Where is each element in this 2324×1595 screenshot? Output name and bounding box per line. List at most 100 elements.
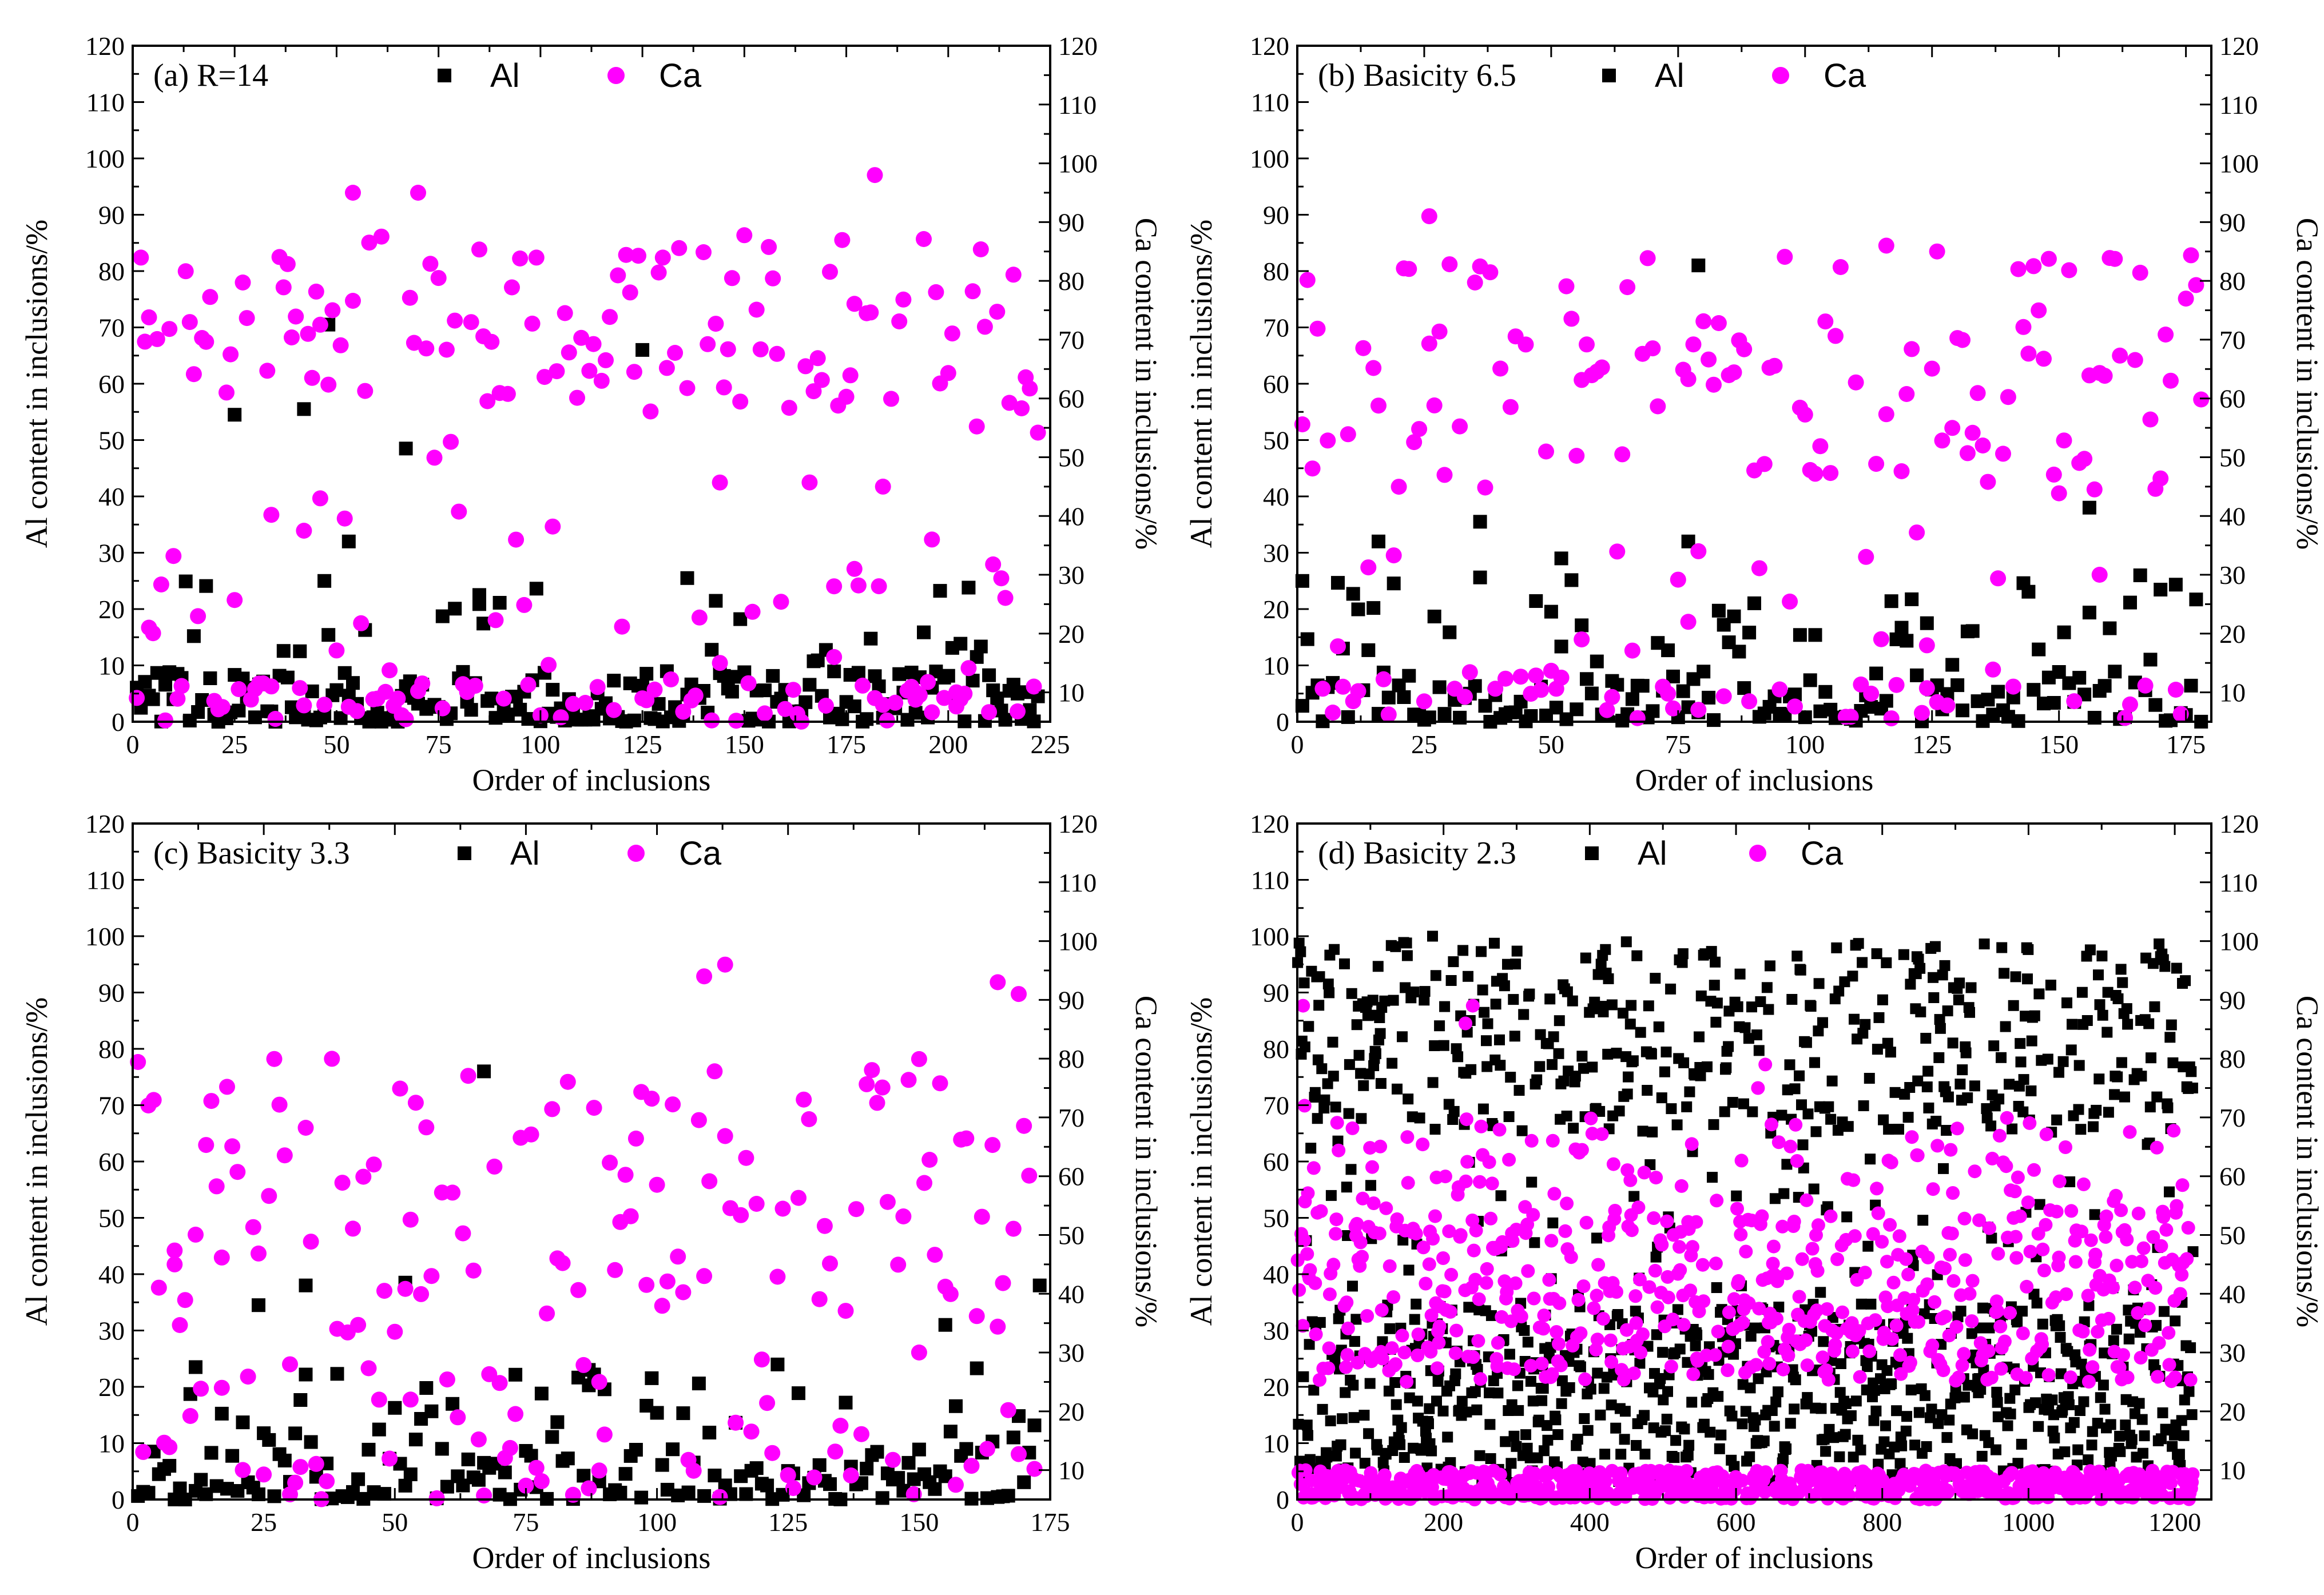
al-point	[2139, 1430, 2150, 1442]
al-point	[1915, 1006, 1926, 1017]
al-point	[1732, 645, 1746, 659]
al-point	[1901, 1411, 1912, 1422]
ca-point	[166, 1256, 183, 1272]
al-point	[1312, 1113, 1323, 1124]
ca-point	[1811, 1218, 1825, 1232]
ca-point	[1314, 1204, 1328, 1218]
ca-point	[1569, 1464, 1583, 1478]
series-ca	[129, 167, 1046, 730]
ca-point	[2151, 1370, 2164, 1384]
al-point	[1719, 1106, 1730, 1117]
ca-point	[1980, 474, 1996, 490]
al-point	[1508, 994, 1519, 1005]
ca-point	[410, 185, 426, 201]
ca-point	[1999, 1159, 2013, 1174]
al-point	[851, 666, 865, 680]
ca-point	[1888, 677, 1905, 693]
al-point	[1374, 1028, 1386, 1039]
al-point	[1985, 1120, 1997, 1132]
ca-point	[1735, 1474, 1749, 1487]
ca-point	[1568, 448, 1585, 464]
ca-point	[1945, 1226, 1959, 1240]
ca-point	[1921, 1250, 1935, 1264]
ca-point	[626, 364, 642, 380]
ca-point	[2059, 1287, 2073, 1301]
ca-point	[2158, 327, 2174, 343]
al-point	[1383, 1385, 1395, 1397]
ca-point	[785, 1480, 801, 1496]
al-point	[1920, 1390, 1930, 1401]
ca-point	[2081, 1288, 2095, 1303]
y-left-tick-label: 10	[98, 1429, 125, 1458]
y-left-tick-label: 110	[86, 88, 125, 117]
y-right-tick-label: 20	[1058, 1397, 1084, 1426]
ca-point	[402, 1391, 419, 1408]
ca-point	[1965, 1314, 1979, 1328]
ca-point	[1918, 637, 1935, 654]
ca-point	[1954, 332, 1971, 348]
al-point	[262, 1433, 276, 1447]
ca-point	[1504, 1314, 1518, 1328]
ca-point	[1596, 1312, 1610, 1326]
y-left-tick-label: 30	[1263, 1316, 1289, 1346]
al-point	[1815, 1287, 1826, 1298]
ca-point	[1963, 1287, 1977, 1301]
ca-point	[806, 1469, 823, 1486]
ca-point	[1442, 1224, 1456, 1238]
al-point	[1977, 1302, 1988, 1314]
ca-point	[911, 1051, 927, 1067]
al-point	[1468, 679, 1482, 693]
al-point	[1670, 1435, 1682, 1446]
ca-point	[1424, 1345, 1438, 1359]
y-right-tick-label: 80	[1058, 267, 1084, 296]
al-point	[1575, 618, 1589, 633]
ca-point	[486, 1158, 503, 1175]
ca-point	[602, 309, 618, 325]
al-point	[1603, 973, 1614, 984]
al-point	[1500, 1436, 1511, 1447]
ca-point	[455, 1225, 471, 1242]
ca-point	[1727, 1292, 1741, 1306]
ca-point	[1830, 1252, 1845, 1266]
ca-point	[846, 560, 863, 577]
ca-point	[2116, 1348, 2130, 1362]
ca-point	[1734, 1154, 1749, 1168]
y-right-tick-label: 10	[1058, 1456, 1084, 1485]
al-point	[1531, 1074, 1543, 1085]
ca-point	[1929, 243, 1945, 260]
al-point	[1996, 1052, 2007, 1063]
al-point	[1900, 634, 1914, 648]
ca-point	[1984, 1370, 1999, 1385]
y-left-tick-label: 60	[1263, 1147, 1289, 1176]
ca-point	[875, 697, 891, 713]
y-right-tick-label: 70	[1058, 325, 1084, 355]
ca-point	[1545, 1367, 1559, 1381]
al-point	[280, 670, 295, 685]
al-point	[1773, 1386, 1783, 1398]
ca-point	[1930, 1139, 1945, 1153]
ca-point	[1497, 670, 1513, 687]
ca-point	[1599, 702, 1615, 718]
ca-point	[811, 1291, 828, 1307]
x-tick-label: 25	[221, 730, 248, 759]
ca-point	[780, 1467, 796, 1483]
ca-point	[1883, 1218, 1897, 1232]
ca-point	[1752, 1302, 1766, 1316]
al-point	[823, 1477, 837, 1491]
al-point	[1727, 1097, 1738, 1108]
ca-point	[1431, 323, 1448, 340]
ca-point	[1690, 543, 1707, 559]
al-point	[276, 644, 291, 658]
ca-point	[573, 329, 590, 346]
ca-point	[984, 1137, 1001, 1154]
al-point	[1825, 1113, 1837, 1125]
ca-point	[161, 321, 178, 337]
al-point	[1954, 1079, 1966, 1090]
al-point	[2154, 938, 2165, 949]
al-point	[2093, 969, 2104, 981]
ca-point	[990, 974, 1006, 991]
ca-point	[357, 383, 374, 399]
al-point	[1314, 971, 1325, 983]
al-point	[676, 1406, 690, 1421]
ca-point	[1655, 1238, 1669, 1252]
